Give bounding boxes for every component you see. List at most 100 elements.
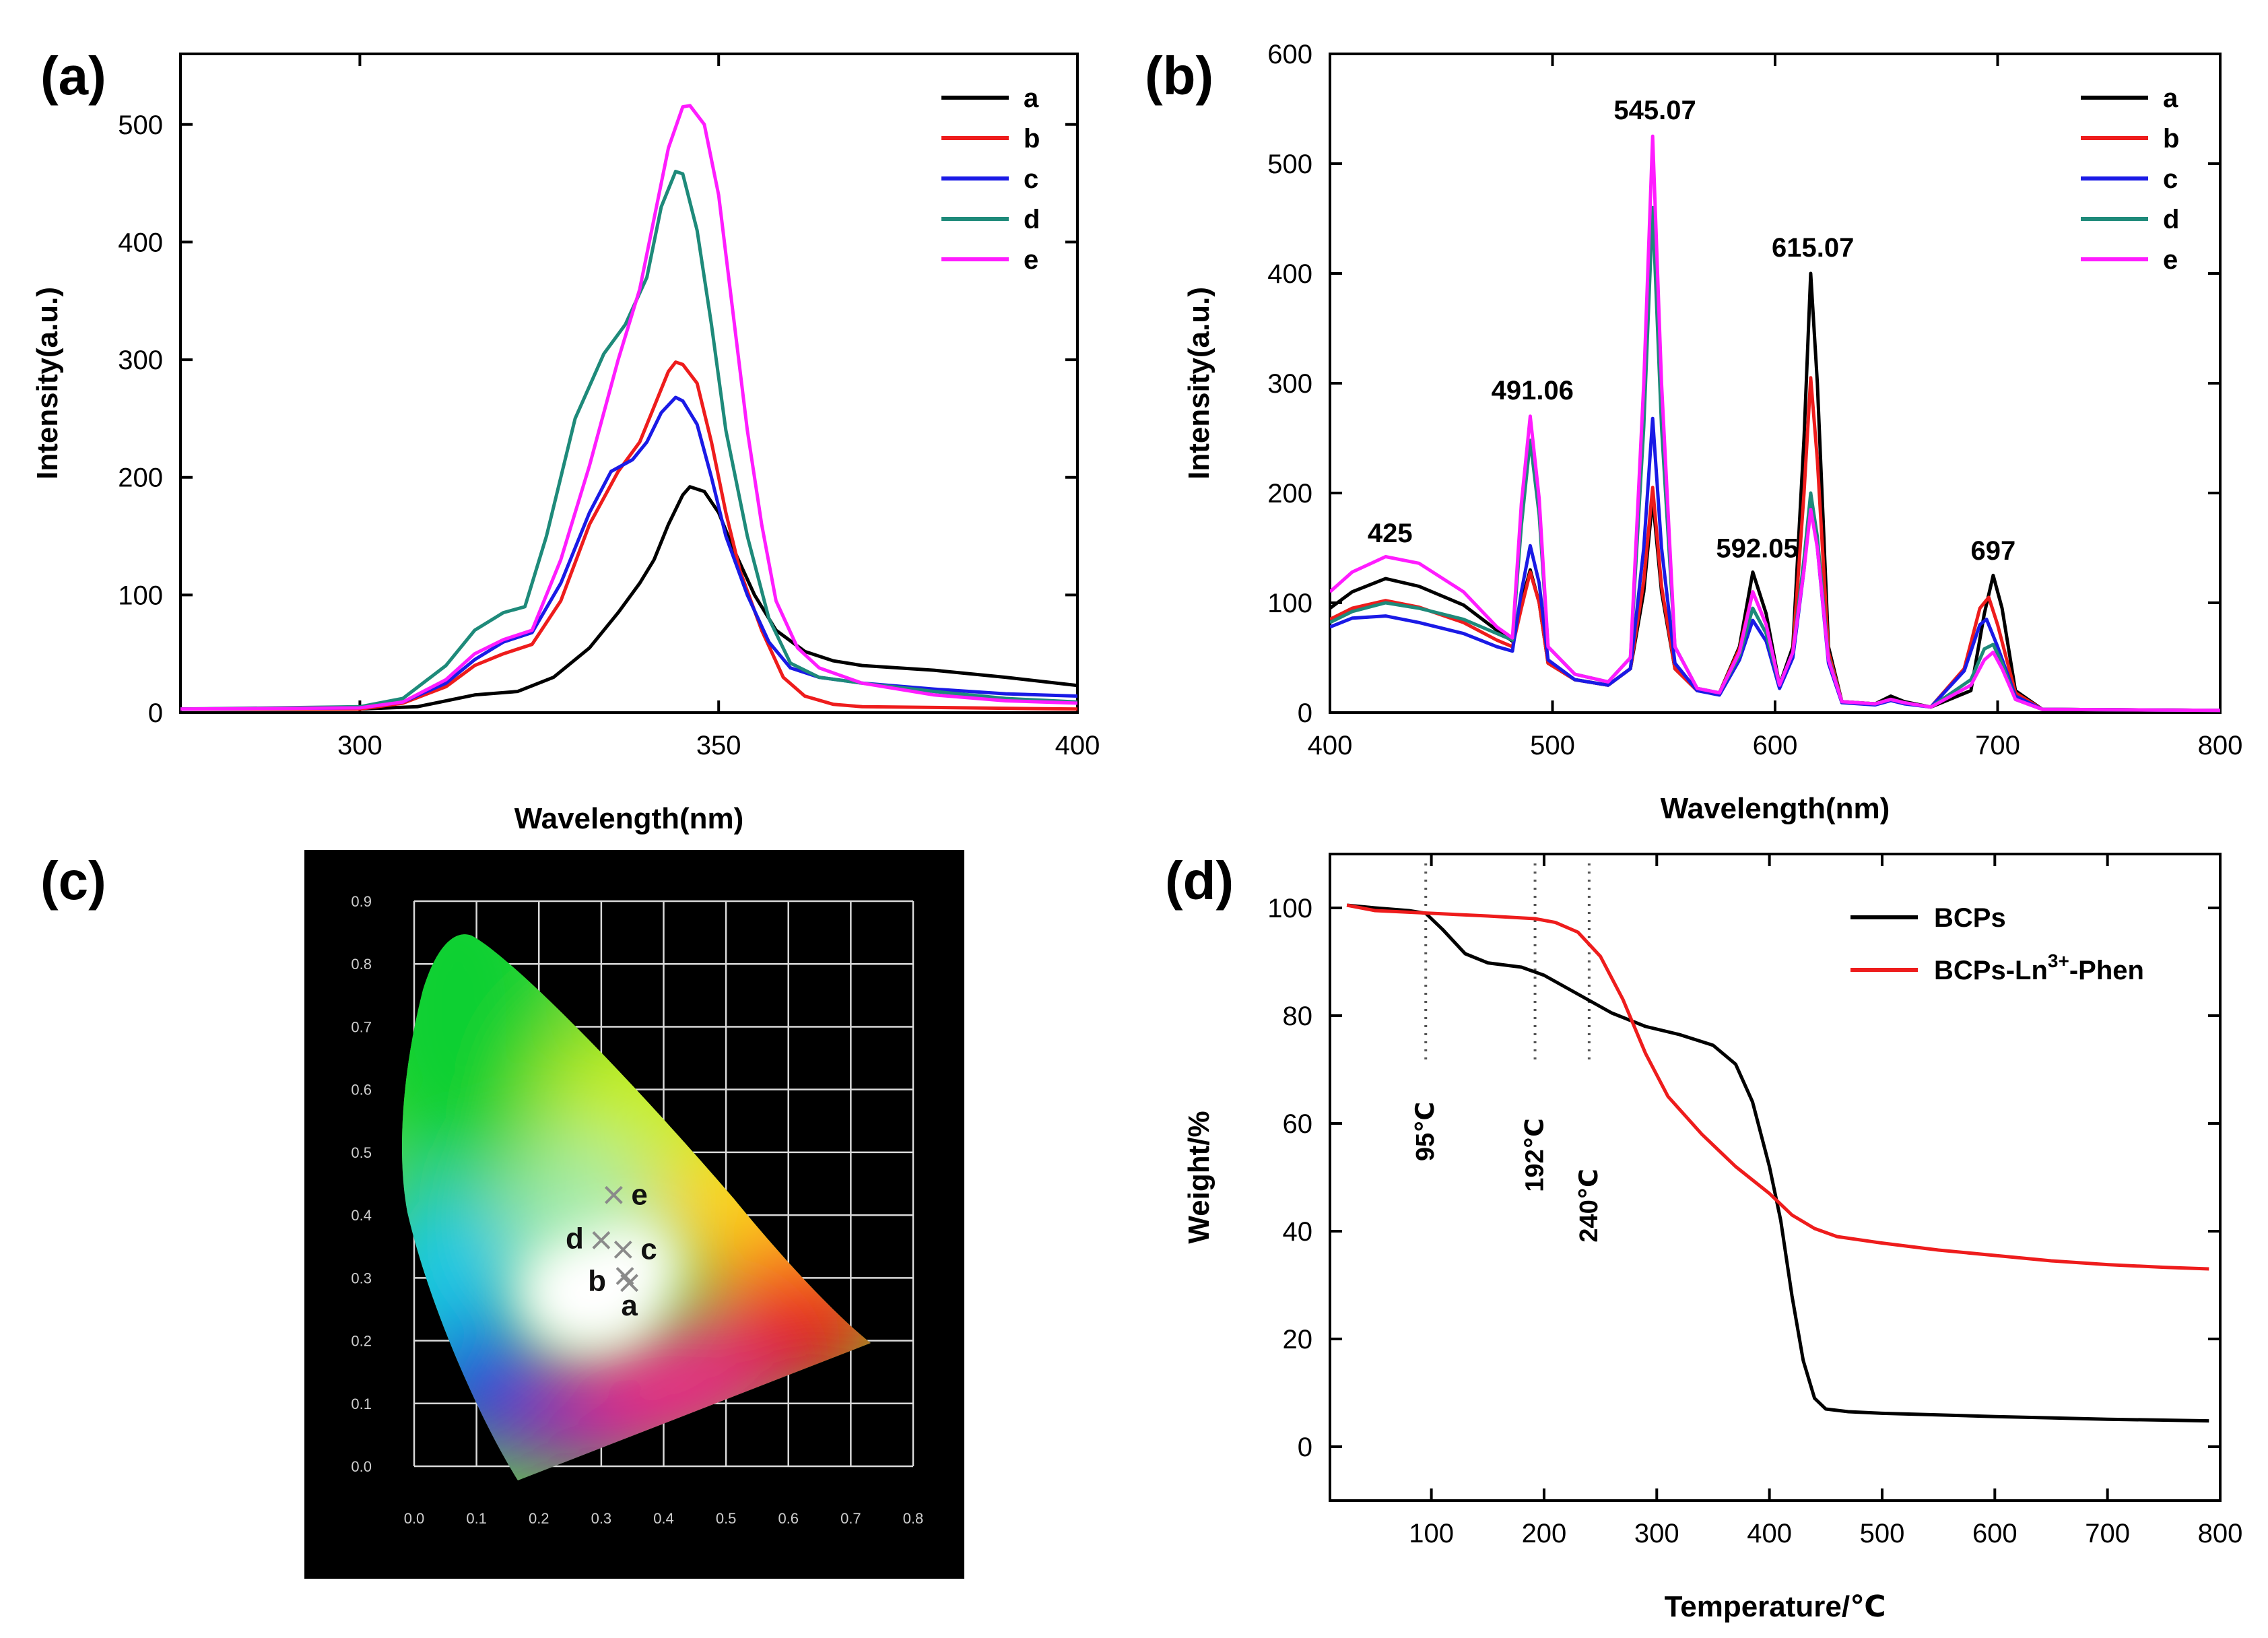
cie-x-tick-label: 0.3 bbox=[591, 1510, 612, 1527]
panel-b-label: (b) bbox=[1145, 46, 1213, 106]
panel-d-axis-ticks: 100 200 300 400 500 600 700 800 0 20 40 60 80 100 bbox=[1267, 854, 2242, 1548]
x-tick-label: 100 bbox=[1409, 1519, 1454, 1548]
cie-axis-ticks: 0.0 0.1 0.2 0.3 0.4 0.5 0.6 0.7 0.8 0.0 0.1 0.2 0.3 0… bbox=[351, 893, 923, 1527]
y-tick-label: 20 bbox=[1283, 1325, 1313, 1354]
panel-d: (d) 100 200 300 400 500 600 700 800020406080100… bbox=[1165, 851, 2242, 1623]
panel-d-series bbox=[1346, 903, 2209, 1423]
panel-b-y-axis-label: Intensity(a.u.) bbox=[1182, 287, 1215, 480]
cie-x-tick-label: 0.2 bbox=[529, 1510, 549, 1527]
panel-d-legend: BCPs BCPs-Ln3+-Phen bbox=[1850, 903, 2144, 985]
series-line-BCPs-Ln3-Phen bbox=[1346, 903, 2209, 1271]
y-tick-label: 100 bbox=[1267, 894, 1312, 923]
peak-label: 615.07 bbox=[1772, 233, 1854, 263]
cie-point-label-b: b bbox=[588, 1265, 606, 1298]
series-line-BCPs bbox=[1346, 903, 2209, 1423]
panel-b-peak-labels: 425 491.06 545.07 592.05 615.07 697 bbox=[1368, 96, 2015, 566]
y-tick-label: 40 bbox=[1283, 1217, 1313, 1247]
panel-d-y-axis-label: Weight/% bbox=[1182, 1111, 1215, 1243]
y-tick-label: 400 bbox=[118, 228, 163, 257]
legend-label-d: d bbox=[2163, 205, 2179, 234]
cie-point-label-e: e bbox=[631, 1178, 647, 1211]
panel-c-label: (c) bbox=[40, 851, 106, 911]
cie-x-tick-label: 0.8 bbox=[903, 1510, 924, 1527]
cie-x-tick-label: 0.4 bbox=[653, 1510, 674, 1527]
y-tick-label: 100 bbox=[118, 581, 163, 610]
x-tick-label: 700 bbox=[2085, 1519, 2130, 1548]
cie-points: ab c d e bbox=[566, 1178, 657, 1322]
legend-label-c: c bbox=[1024, 164, 1038, 194]
peak-label: 545.07 bbox=[1613, 96, 1696, 125]
cie-point-label-c: c bbox=[640, 1233, 657, 1266]
y-tick-label: 500 bbox=[118, 110, 163, 140]
series-line-c bbox=[1330, 416, 2220, 713]
legend-label-a: a bbox=[1024, 84, 1039, 113]
panel-b-axis-ticks: 400 500 600 700 800 0 100 200 300 400 500 600 bbox=[1267, 40, 2242, 760]
panel-d-temperature-markers: 95℃ 192℃ 240℃ bbox=[1411, 863, 1603, 1243]
panel-c: (c) 0.0 0.1 0.2 0.3 0.4 0.5 0.6 0.7 bbox=[40, 850, 964, 1579]
panel-a-frame bbox=[179, 53, 1079, 714]
x-tick-label: 800 bbox=[2198, 731, 2243, 760]
cie-x-tick-label: 0.5 bbox=[716, 1510, 737, 1527]
x-tick-label: 700 bbox=[1975, 731, 2020, 760]
panel-a-y-axis-label: Intensity(a.u.) bbox=[31, 287, 64, 480]
panel-b-series bbox=[1330, 134, 2220, 713]
x-tick-label: 500 bbox=[1860, 1519, 1905, 1548]
x-tick-label: 200 bbox=[1522, 1519, 1567, 1548]
y-tick-label: 0 bbox=[148, 698, 163, 728]
peak-label: 592.05 bbox=[1716, 534, 1798, 564]
temperature-marker-label: 95℃ bbox=[1411, 1102, 1440, 1161]
cie-point-label-d: d bbox=[566, 1222, 584, 1255]
legend-label-d: d bbox=[1024, 205, 1040, 234]
legend-label-b: b bbox=[1024, 124, 1040, 154]
temperature-marker-label: 240℃ bbox=[1575, 1169, 1603, 1242]
panel-d-frame bbox=[1329, 853, 2222, 1502]
x-tick-label: 500 bbox=[1530, 731, 1575, 760]
legend-label: BCPs bbox=[1934, 903, 2006, 933]
x-tick-label: 300 bbox=[1634, 1519, 1679, 1548]
x-tick-label: 300 bbox=[337, 731, 382, 760]
cie-y-tick-label: 0.9 bbox=[351, 893, 372, 910]
cie-y-tick-label: 0.1 bbox=[351, 1396, 372, 1412]
y-tick-label: 80 bbox=[1283, 1002, 1313, 1031]
peak-label: 697 bbox=[1971, 536, 2016, 566]
panel-a-series bbox=[180, 104, 1077, 711]
panel-b-x-axis-label: Wavelength(nm) bbox=[1661, 792, 1890, 825]
legend-label-b: b bbox=[2163, 124, 2179, 154]
cie-x-tick-label: 0.6 bbox=[778, 1510, 799, 1527]
cie-y-tick-label: 0.0 bbox=[351, 1458, 372, 1475]
y-tick-label: 300 bbox=[1267, 369, 1312, 399]
y-tick-label: 60 bbox=[1283, 1109, 1313, 1139]
x-tick-label: 400 bbox=[1308, 731, 1353, 760]
x-tick-label: 600 bbox=[1753, 731, 1798, 760]
y-tick-label: 0 bbox=[1298, 698, 1312, 728]
y-tick-label: 100 bbox=[1267, 589, 1312, 618]
series-line-e bbox=[1330, 134, 2220, 713]
cie-y-tick-label: 0.8 bbox=[351, 956, 372, 973]
cie-y-tick-label: 0.6 bbox=[351, 1082, 372, 1099]
cie-x-tick-label: 0.0 bbox=[404, 1510, 425, 1527]
y-tick-label: 300 bbox=[118, 346, 163, 375]
cie-point-marker-c bbox=[613, 1240, 632, 1259]
x-tick-label: 350 bbox=[696, 731, 741, 760]
cie-y-tick-label: 0.3 bbox=[351, 1270, 372, 1286]
x-tick-label: 400 bbox=[1055, 731, 1100, 760]
panel-a-x-axis-label: Wavelength(nm) bbox=[514, 802, 744, 835]
panel-b: (b) 400 500 600 700 800 0 100 200 300 400 500 600 4… bbox=[1145, 40, 2242, 825]
panel-d-x-axis-label: Temperature/℃ bbox=[1665, 1590, 1886, 1623]
x-tick-label: 800 bbox=[2198, 1519, 2243, 1548]
legend-label-c: c bbox=[2163, 164, 2178, 194]
legend-label-e: e bbox=[2163, 245, 2178, 275]
panel-d-label: (d) bbox=[1165, 851, 1234, 911]
series-line-e bbox=[180, 104, 1077, 711]
cie-y-tick-label: 0.7 bbox=[351, 1018, 372, 1035]
temperature-marker-label: 192℃ bbox=[1521, 1118, 1549, 1191]
legend-label-e: e bbox=[1024, 245, 1038, 275]
cie-x-tick-label: 0.1 bbox=[466, 1510, 487, 1527]
series-line-c bbox=[180, 395, 1077, 711]
cie-point-marker-d bbox=[592, 1231, 611, 1249]
cie-point-label-a: a bbox=[621, 1289, 638, 1322]
